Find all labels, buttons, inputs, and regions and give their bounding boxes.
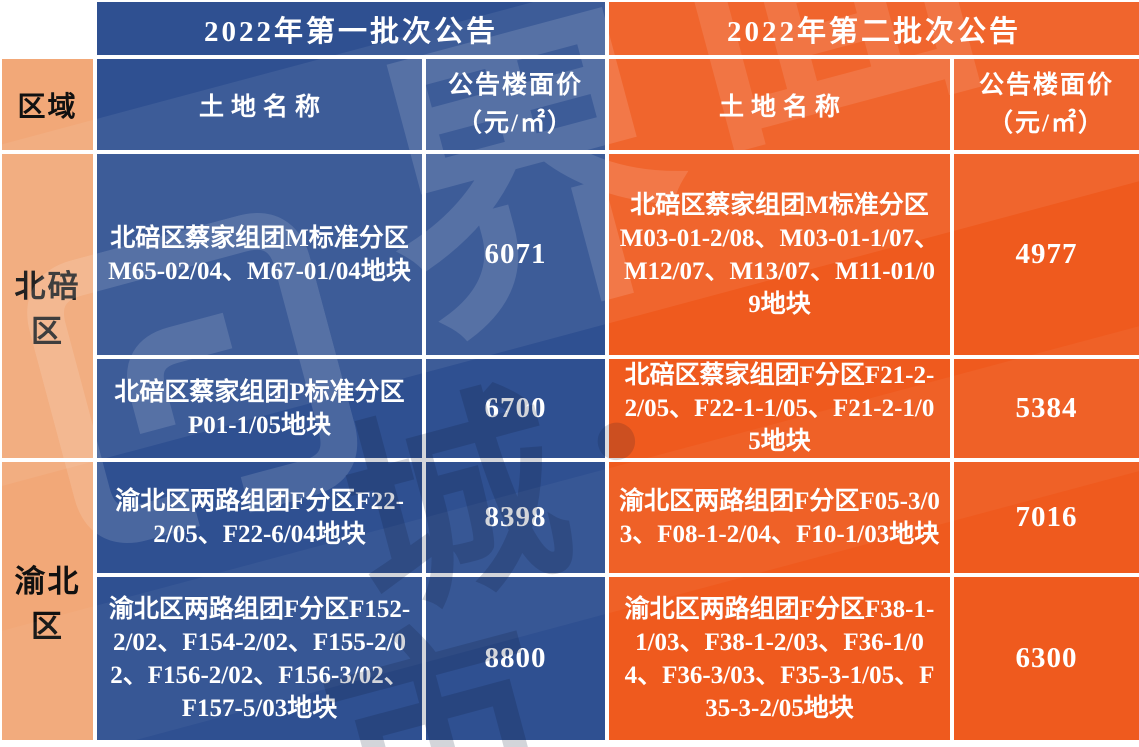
row4-batch2-land-name: 渝北区两路组团F分区F38-1-1/03、F38-1-2/03、F36-1/04… [609,577,950,740]
batch2-group-header: 2022年第二批次公告 [609,2,1139,55]
row2-batch2-land-name: 北碚区蔡家组团F分区F21-2-2/05、F22-1-1/05、F21-2-1/… [609,359,950,458]
row3-batch2-price: 7016 [954,462,1139,573]
row1-batch2-price: 4977 [954,154,1139,355]
batch2-price-header: 公告楼面价 （元/㎡） [954,59,1139,150]
row1-batch1-land-name: 北碚区蔡家组团M标准分区M65-02/04、M67-01/04地块 [97,154,422,355]
row4-batch2-price: 6300 [954,577,1139,740]
row1-batch2-land-name: 北碚区蔡家组团M标准分区M03-01-2/08、M03-01-1/07、M12/… [609,154,950,355]
row4-batch1-price: 8800 [426,577,605,740]
region-cell-beibei: 北碚区 [2,154,93,458]
corner-empty-cell [2,2,93,55]
row2-batch2-price: 5384 [954,359,1139,458]
batch1-landname-header: 土地名称 [97,59,422,150]
row2-batch1-land-name: 北碚区蔡家组团P标准分区P01-1/05地块 [97,359,422,458]
batch1-group-header: 2022年第一批次公告 [97,2,605,55]
region-column-header: 区域 [2,59,93,150]
batch2-landname-header: 土地名称 [609,59,950,150]
row1-batch1-price: 6071 [426,154,605,355]
row2-batch1-price: 6700 [426,359,605,458]
row3-batch1-land-name: 渝北区两路组团F分区F22-2/05、F22-6/04地块 [97,462,422,573]
row3-batch2-land-name: 渝北区两路组团F分区F05-3/03、F08-1-2/04、F10-1/03地块 [609,462,950,573]
row4-batch1-land-name: 渝北区两路组团F分区F152-2/02、F154-2/02、F155-2/02、… [97,577,422,740]
row3-batch1-price: 8398 [426,462,605,573]
region-cell-yubei: 渝北区 [2,462,93,740]
batch1-price-header: 公告楼面价 （元/㎡） [426,59,605,150]
